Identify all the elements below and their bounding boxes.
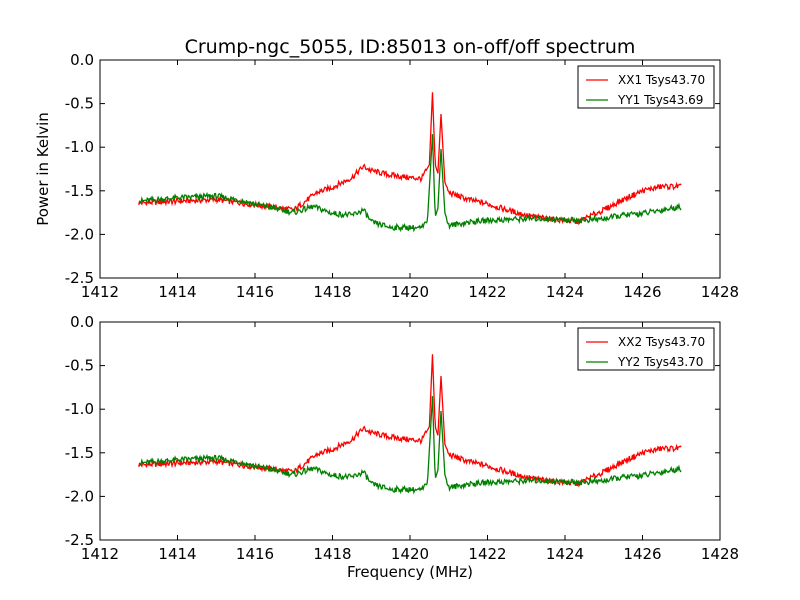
y-tick-label: 0.0 (70, 313, 94, 331)
x-tick-label: 1426 (623, 545, 661, 563)
y-tick-label: -2.0 (65, 487, 94, 505)
y-tick-label: -1.0 (65, 138, 94, 156)
legend-box (577, 327, 715, 371)
plot-frame (99, 59, 721, 279)
y-tick-label: -1.0 (65, 400, 94, 418)
x-tick-label: 1412 (81, 545, 119, 563)
bottom-panel: 1412 1414 1416 1418 1420 1422 1424 1426 1428 0.0 -… (65, 313, 739, 581)
legend-label: XX2 Tsys43.70 (618, 335, 705, 349)
x-tick-label: 1418 (313, 545, 351, 563)
x-tick-label: 1416 (236, 283, 274, 301)
legend-label: XX1 Tsys43.70 (618, 73, 705, 87)
x-tick-label: 1416 (236, 545, 274, 563)
x-tick-label: 1414 (158, 545, 196, 563)
x-tick-label: 1428 (701, 545, 739, 563)
x-tick-label: 1426 (623, 283, 661, 301)
x-tick-label: 1412 (81, 283, 119, 301)
legend-box (577, 65, 715, 109)
y-tick-label: -0.5 (65, 95, 94, 113)
y-tick-label: -2.0 (65, 225, 94, 243)
x-tick-label: 1414 (158, 283, 196, 301)
y-tick-label: -2.5 (65, 531, 94, 549)
y-tick-label: -1.5 (65, 182, 94, 200)
legend: XX2 Tsys43.70 YY2 Tsys43.70 (577, 327, 715, 371)
legend-label: YY2 Tsys43.70 (617, 355, 703, 369)
legend: XX1 Tsys43.70 YY1 Tsys43.69 (577, 65, 715, 109)
y-tick-label: -1.5 (65, 444, 94, 462)
x-tick-label: 1422 (468, 283, 506, 301)
series-line-yy2 (138, 396, 682, 495)
x-tick-label: 1424 (546, 283, 584, 301)
y-tick-label: 0.0 (70, 51, 94, 69)
y-tick-label: -2.5 (65, 269, 94, 287)
plot-frame (99, 321, 721, 541)
figure-title: Crump-ngc_5055, ID:85013 on-off/off spec… (185, 36, 636, 58)
x-tick-label: 1422 (468, 545, 506, 563)
x-tick-label: 1428 (701, 283, 739, 301)
legend-label: YY1 Tsys43.69 (617, 93, 703, 107)
x-tick-label: 1424 (546, 545, 584, 563)
top-panel: 1412 1414 1416 1418 1420 1422 1424 1426 1428 0.0 -… (34, 51, 739, 301)
x-tick-label: 1420 (391, 545, 429, 563)
series-line-xx1 (138, 92, 682, 226)
series-line-xx2 (138, 354, 682, 488)
x-tick-label: 1420 (391, 283, 429, 301)
x-axis-label: Frequency (MHz) (347, 563, 473, 581)
x-tick-label: 1418 (313, 283, 351, 301)
y-axis-label: Power in Kelvin (34, 112, 52, 226)
y-tick-label: -0.5 (65, 357, 94, 375)
series-line-yy1 (138, 134, 682, 233)
